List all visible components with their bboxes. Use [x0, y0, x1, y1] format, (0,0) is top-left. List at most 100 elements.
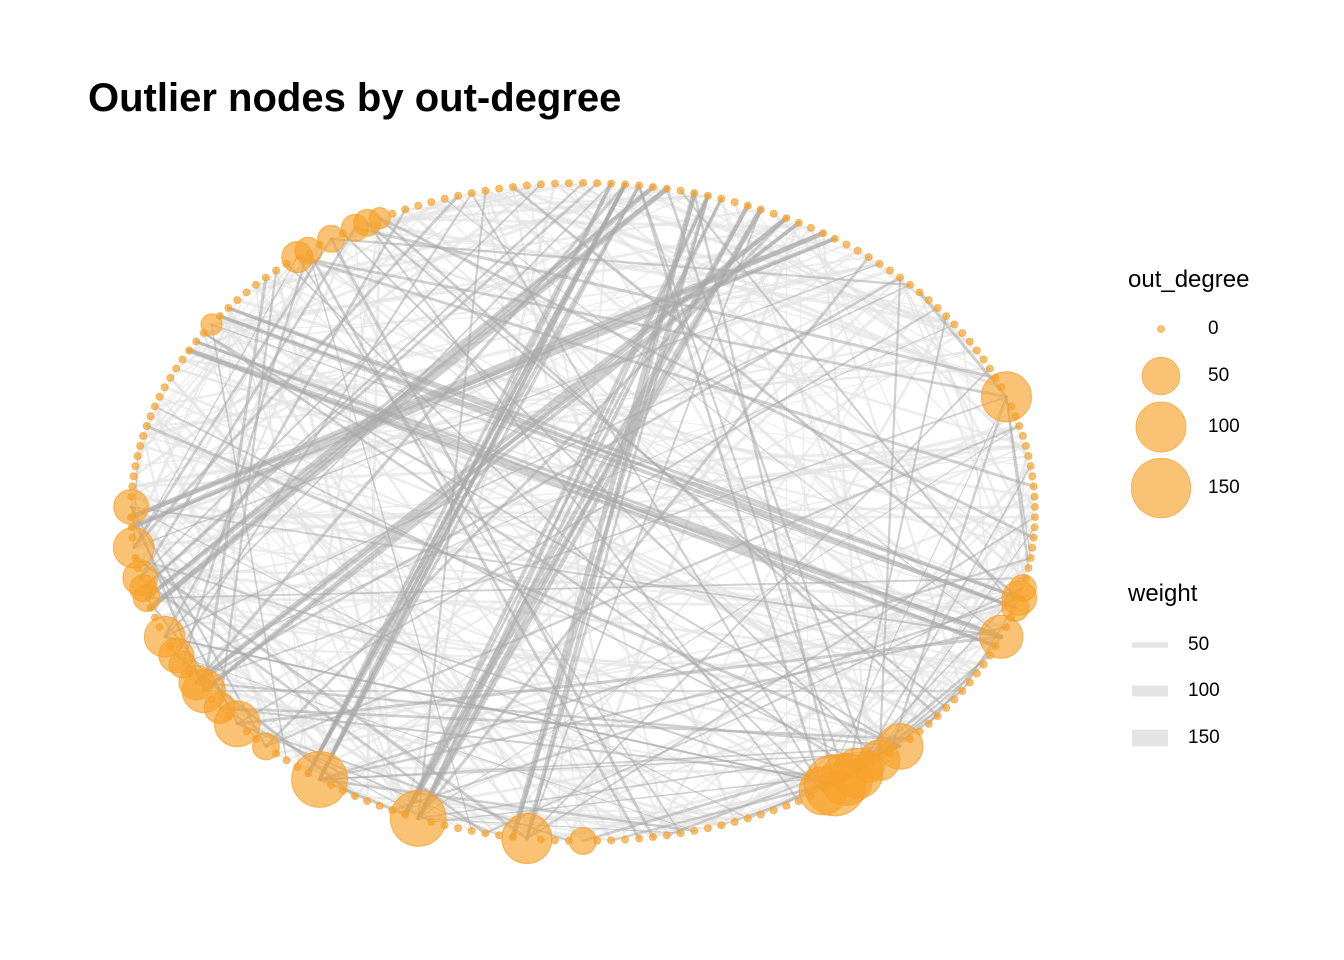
- node: [131, 462, 140, 471]
- node: [550, 179, 559, 188]
- node: [166, 373, 175, 382]
- weight-legend-label: 150: [1188, 727, 1220, 748]
- node: [905, 280, 914, 289]
- edge: [391, 596, 1021, 812]
- node: [242, 288, 251, 297]
- node: [427, 198, 436, 207]
- node: [864, 253, 873, 262]
- node: [178, 355, 187, 364]
- node: [980, 371, 1033, 423]
- edge: [306, 181, 613, 775]
- node: [568, 826, 597, 855]
- edge: [245, 606, 1017, 733]
- node: [375, 801, 384, 810]
- node: [842, 240, 851, 249]
- edge: [274, 268, 407, 817]
- node: [756, 205, 765, 214]
- node: [1030, 492, 1039, 501]
- node: [648, 832, 657, 841]
- size-legend-label: 0: [1208, 318, 1219, 339]
- edge: [153, 616, 956, 701]
- edge: [918, 291, 1027, 580]
- node: [564, 179, 573, 188]
- edge: [264, 332, 964, 748]
- size-legend-title: out_degree: [1128, 266, 1250, 293]
- node: [717, 194, 726, 203]
- size-legend-label: 50: [1208, 365, 1230, 386]
- edge: [129, 236, 837, 520]
- edge: [402, 207, 764, 817]
- node: [648, 183, 657, 192]
- node: [965, 678, 974, 687]
- edge: [132, 237, 333, 550]
- node: [1026, 462, 1035, 471]
- node: [730, 817, 739, 826]
- edge: [856, 465, 1032, 775]
- node: [454, 191, 463, 200]
- edge: [285, 444, 1027, 762]
- edge: [638, 184, 848, 781]
- node: [351, 792, 360, 801]
- node: [958, 686, 967, 695]
- edge: [296, 256, 682, 835]
- size-legend-key: [1135, 401, 1187, 453]
- edge: [693, 191, 837, 787]
- node: [281, 241, 314, 274]
- edge: [567, 182, 892, 755]
- edge: [937, 496, 1036, 717]
- node: [607, 836, 616, 845]
- edge: [306, 249, 641, 840]
- node: [703, 824, 712, 833]
- node: [112, 526, 155, 569]
- node: [924, 296, 933, 305]
- edge: [511, 185, 1021, 600]
- node: [985, 364, 994, 373]
- edge: [417, 425, 1020, 819]
- node: [972, 346, 981, 355]
- node: [979, 660, 988, 669]
- node: [830, 234, 839, 243]
- edge: [378, 216, 1036, 540]
- node: [172, 364, 181, 373]
- node: [607, 179, 616, 188]
- node: [1021, 441, 1030, 450]
- node: [743, 814, 752, 823]
- edge: [226, 306, 1017, 610]
- node: [806, 223, 815, 232]
- node: [819, 229, 828, 238]
- node: [200, 313, 223, 336]
- edge: [403, 197, 723, 816]
- node: [233, 296, 242, 305]
- edge: [181, 249, 310, 666]
- node: [133, 452, 142, 461]
- node: [353, 208, 382, 237]
- node: [192, 337, 201, 346]
- node: [536, 180, 545, 189]
- node: [261, 273, 270, 282]
- node: [950, 320, 959, 329]
- size-legend-key: [1130, 457, 1192, 519]
- node: [181, 668, 226, 714]
- node: [853, 246, 862, 255]
- node: [979, 355, 988, 364]
- node: [143, 615, 186, 658]
- node: [550, 836, 559, 845]
- edge: [163, 635, 836, 787]
- edge: [353, 283, 912, 798]
- node: [690, 189, 699, 198]
- edge: [318, 556, 1032, 781]
- node: [896, 273, 905, 282]
- node: [509, 183, 518, 192]
- node: [621, 180, 630, 189]
- node: [578, 179, 587, 188]
- edge: [264, 216, 788, 748]
- node: [942, 703, 951, 712]
- edge: [296, 766, 612, 842]
- edge: [130, 505, 1003, 638]
- edge: [707, 195, 1016, 417]
- edge: [163, 284, 911, 638]
- node: [467, 826, 476, 835]
- node: [146, 412, 155, 421]
- edge: [187, 348, 998, 649]
